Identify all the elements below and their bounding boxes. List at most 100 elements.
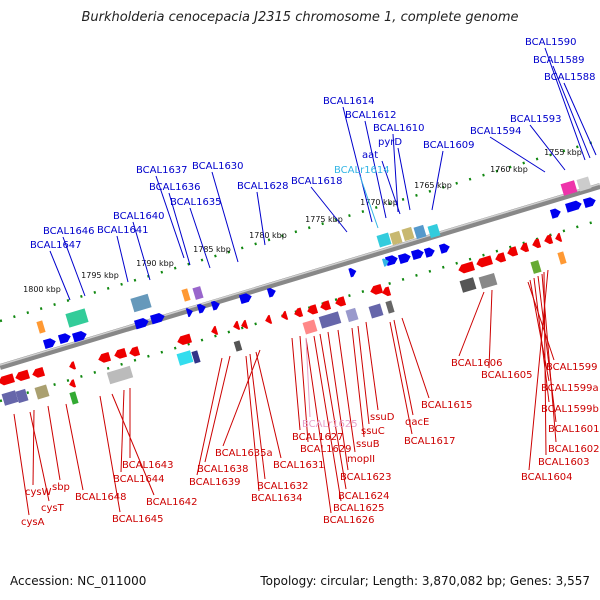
feature-box [557,251,567,265]
feature-box [385,300,395,314]
forward-gene [565,200,582,213]
feature-box [130,293,152,313]
reverse-gene [476,255,493,268]
forward-leader-line [132,221,151,281]
accession-label: Accession: NC_011000 [10,574,147,588]
forward-gene [438,243,450,254]
feature-box [345,307,359,323]
forward-gene [348,267,357,278]
reverse-gene-label: BCAL1617 [404,436,456,447]
reverse-leader-line [291,337,301,431]
feature-box [302,319,318,335]
reverse-gene [544,234,554,245]
feature-box [36,320,46,334]
forward-gene-label: BCAL1646 [43,226,95,237]
reverse-leader-line [537,275,557,423]
reverse-leader-line [357,325,370,425]
feature-box [191,350,201,364]
feature-box [192,286,204,300]
forward-gene-label: BCAL1594 [470,126,522,137]
kbp-label: 1765 kbp [414,181,452,190]
forward-gene [410,249,424,261]
reverse-leader-line [401,317,430,399]
reverse-gene-label: BCAL1632 [257,481,309,492]
reverse-rna-leader-line [305,337,311,418]
forward-leader-line [168,192,191,266]
forward-gene-label: BCAL1589 [533,55,585,66]
feature-box [368,303,384,319]
reverse-gene-label: ssuC [361,426,385,437]
reverse-gene [294,307,304,318]
reverse-leader-line [488,289,493,369]
reverse-gene-label: BCAL1626 [323,515,375,526]
forward-rna [381,258,389,267]
forward-gene-label: BCAL1641 [97,225,149,236]
reverse-leader-line [29,411,50,502]
reverse-gene-label: sbp [52,482,70,493]
reverse-gene [211,325,219,335]
reverse-gene-label: qacE [405,417,429,428]
forward-rna-label: BCALr1614 [334,165,390,176]
map-title: Burkholderia cenocepacia J2315 chromosom… [81,10,519,25]
reverse-leader-line [222,349,261,447]
forward-gene-label: BCAL1637 [136,165,188,176]
forward-gene-label: BCAL1635 [170,197,222,208]
reverse-gene [320,300,332,311]
reverse-gene [382,286,392,297]
reverse-leader-line [458,291,485,357]
forward-leader-line [155,175,185,259]
reverse-leader-line [305,337,332,514]
forward-gene-label: BCAL1590 [525,37,577,48]
forward-leader-line [211,171,239,263]
reverse-leader-line [327,331,349,471]
forward-gene [57,333,71,345]
forward-gene-label: BCAL1628 [237,181,289,192]
reverse-leader-line [245,355,260,492]
reverse-gene [15,369,30,382]
reverse-leader-line [65,403,84,491]
reverse-gene-label: BCAL1648 [75,492,127,503]
reverse-gene-label: BCAL1639 [189,477,241,488]
chromosome-backbone [0,183,600,370]
forward-gene [384,255,398,267]
forward-gene-label: BCAL1610 [373,123,425,134]
feature-box [530,260,542,274]
reverse-gene-label: BCAL1644 [113,474,165,485]
topology-label: Topology: circular; Length: 3,870,082 bp… [260,574,590,588]
forward-gene-label: BCAL1612 [345,110,397,121]
gene-labels: BCAL1590 BCAL1589 BCAL1588 BCAL1593BCAL1594… [21,37,600,528]
reverse-gene-label: BCAL1604 [521,472,573,483]
feature-box [1,390,19,406]
reverse-leader-line [255,351,282,459]
reverse-leader-line [47,405,61,481]
kbp-label: 1795 kbp [81,271,119,280]
forward-rna-leader-line [359,175,379,229]
reverse-leader-line [204,355,231,463]
feature-box [176,350,194,366]
feature-box [576,176,592,192]
reverse-gene-label: BCAL1642 [146,497,198,508]
reverse-gene [520,242,530,253]
forward-gene-label: BCAL1636 [149,182,201,193]
forward-gene [150,312,165,325]
reverse-gene [177,333,192,346]
reverse-gene-label: BCAL1629 [300,444,352,455]
kbp-label: 1785 kbp [193,245,231,254]
feature-box [15,388,29,404]
reverse-leader-line [32,409,35,486]
reverse-gene-label: BCAL1601 [548,424,600,435]
reverse-leader-line [111,393,155,496]
forward-gene [266,287,276,298]
reverse-leader-line [351,327,365,438]
feature-box [34,384,50,400]
forward-gene-label: BCAL1593 [510,114,562,125]
feature-box [427,223,441,239]
feature-box [413,224,427,240]
feature-box [478,272,498,290]
reverse-gene-label: BCAL1606 [451,358,503,369]
forward-leader-line [116,235,129,283]
kbp-label: 1800 kbp [23,285,61,294]
forward-gene [582,197,596,209]
